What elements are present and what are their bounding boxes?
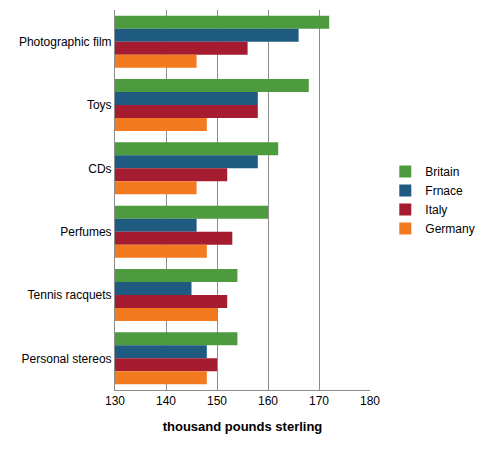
svg-text:170: 170 [309, 394, 329, 408]
svg-text:Britain: Britain [425, 165, 459, 179]
svg-text:180: 180 [360, 394, 380, 408]
svg-text:130: 130 [105, 394, 125, 408]
svg-text:thousand pounds sterling: thousand pounds sterling [163, 419, 323, 434]
svg-text:Personal stereos: Personal stereos [22, 352, 112, 366]
svg-text:150: 150 [207, 394, 227, 408]
svg-text:Tennis racquets: Tennis racquets [28, 288, 112, 302]
svg-text:Photographic film: Photographic film [19, 35, 112, 49]
svg-text:Frnace: Frnace [425, 184, 463, 198]
svg-text:Perfumes: Perfumes [60, 225, 111, 239]
svg-text:160: 160 [258, 394, 278, 408]
svg-text:Italy: Italy [425, 203, 447, 217]
svg-text:Toys: Toys [87, 98, 112, 112]
svg-text:CDs: CDs [88, 162, 111, 176]
svg-text:140: 140 [156, 394, 176, 408]
svg-text:Germany: Germany [425, 222, 474, 236]
